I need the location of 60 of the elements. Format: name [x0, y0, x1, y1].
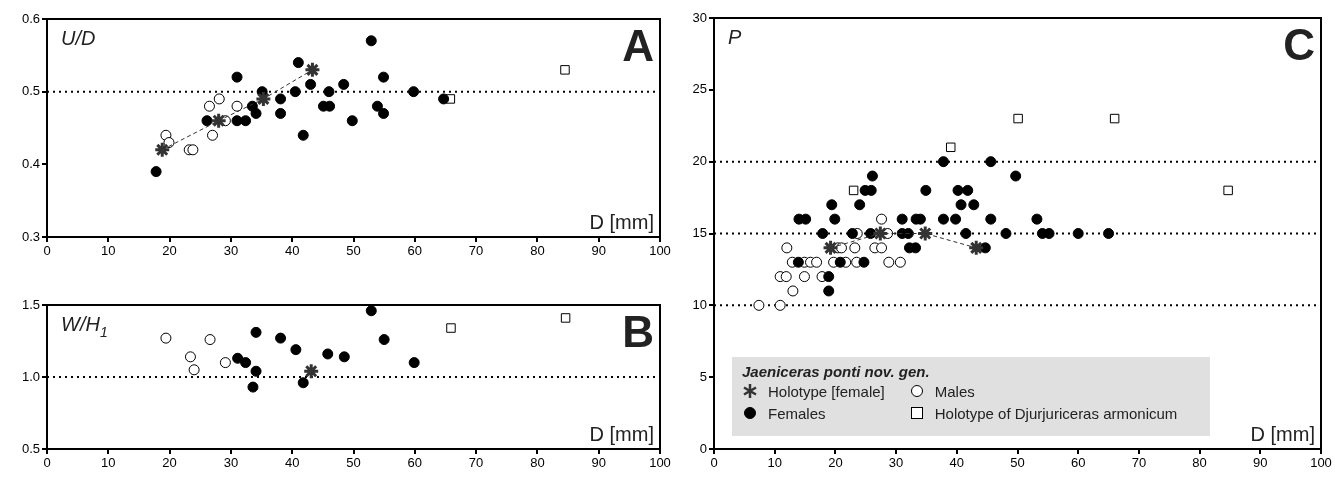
x-tick-label: 100: [649, 243, 671, 259]
x-tick-label: 40: [284, 455, 300, 471]
y-tick-label: 5: [699, 368, 707, 384]
x-axis-title: D [mm]: [1250, 423, 1315, 445]
x-tick-label: 40: [284, 243, 300, 259]
x-tick-label: 80: [530, 455, 545, 471]
y-tick-label: 0.5: [21, 83, 40, 99]
x-axis-title: D [mm]: [589, 423, 654, 445]
annotation: A: [622, 21, 654, 70]
annotation: B: [622, 307, 654, 356]
y-tick-label: 1.0: [21, 368, 40, 384]
x-tick-label: 20: [828, 455, 843, 471]
x-tick-label: 80: [1192, 455, 1207, 471]
y-axis-title: U/D: [61, 27, 96, 49]
y-tick-label: 0: [699, 440, 707, 456]
x-tick-label: 80: [530, 243, 545, 259]
y-tick-label: 1.5: [21, 296, 40, 312]
x-axis-title: D [mm]: [589, 211, 654, 233]
y-tick-label: 20: [692, 153, 707, 169]
legend-label: Holotype of Djurjuriceras armonicum: [934, 404, 1178, 422]
x-tick-label: 90: [1253, 455, 1268, 471]
y-tick-label: 10: [692, 296, 707, 312]
x-tick-label: 0: [43, 455, 51, 471]
legend-label: Females: [768, 404, 826, 422]
x-tick-label: 70: [468, 455, 484, 471]
x-tick-label: 50: [346, 243, 361, 259]
y-tick-label: 30: [692, 9, 707, 25]
x-tick-label: 10: [101, 243, 116, 259]
x-tick-label: 30: [223, 243, 239, 259]
x-tick-label: 30: [888, 455, 904, 471]
legend-title: Jaeniceras ponti nov. gen.: [742, 363, 931, 380]
legend-label: Males: [934, 382, 975, 400]
x-tick-label: 70: [468, 243, 484, 259]
x-tick-label: 60: [407, 243, 423, 259]
x-tick-label: 40: [949, 455, 965, 471]
x-tick-label: 30: [223, 455, 239, 471]
x-tick-label: 10: [767, 455, 782, 471]
x-tick-label: 90: [591, 243, 606, 259]
x-tick-label: 20: [162, 455, 177, 471]
x-tick-label: 50: [346, 455, 361, 471]
y-tick-label: 0.3: [21, 228, 40, 244]
x-tick-label: 90: [591, 455, 606, 471]
y-tick-label: 25: [692, 81, 707, 97]
x-tick-label: 0: [43, 243, 51, 259]
x-tick-label: 100: [649, 455, 671, 471]
legend-label: Holotype [female]: [768, 382, 885, 400]
x-tick-label: 100: [1310, 455, 1332, 471]
x-tick-label: 70: [1131, 455, 1147, 471]
y-tick-label: 15: [692, 225, 707, 241]
x-tick-label: 10: [101, 455, 116, 471]
x-tick-label: 60: [407, 455, 423, 471]
annotation: C: [1283, 20, 1315, 69]
x-tick-label: 60: [1070, 455, 1086, 471]
y-axis-title: P: [728, 26, 742, 48]
y-tick-label: 0.6: [21, 10, 40, 26]
y-tick-label: 0.4: [21, 155, 40, 171]
x-tick-label: 0: [710, 455, 718, 471]
x-tick-label: 50: [1010, 455, 1025, 471]
x-tick-label: 20: [162, 243, 177, 259]
y-tick-label: 0.5: [21, 440, 40, 456]
